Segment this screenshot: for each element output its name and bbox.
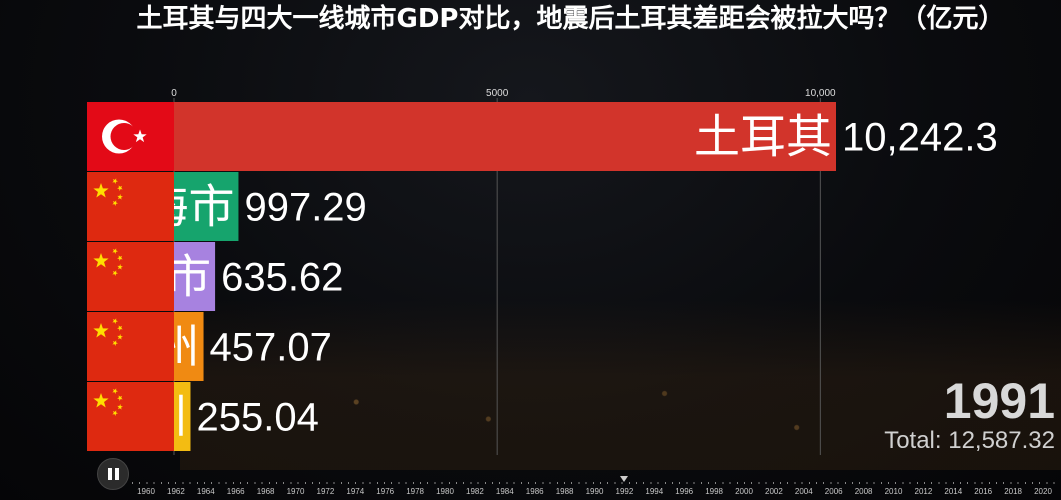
flags: [87, 102, 174, 451]
timeline-year-label[interactable]: 1962: [166, 487, 185, 496]
timeline-track[interactable]: [132, 482, 1057, 484]
bar-category-label: 北京市: [73, 250, 211, 304]
star-icon: [93, 323, 109, 338]
china-flag-icon: [87, 172, 174, 241]
timeline-scrubber[interactable]: 1960 1962 1964 1966 1968 1970 1972 1974 1976 1978…: [132, 476, 1057, 500]
timeline-year-label[interactable]: 1960: [137, 487, 155, 496]
bar: [174, 172, 239, 241]
star-icon: [112, 318, 118, 324]
timeline-year-label[interactable]: 1984: [495, 487, 514, 496]
x-tick-label: 0: [171, 88, 177, 99]
china-flag-icon: [87, 382, 174, 451]
timeline-year-label[interactable]: 2014: [944, 487, 963, 496]
star-icon: [93, 393, 109, 408]
star-icon: [112, 340, 118, 346]
star-icon: [117, 255, 123, 261]
timeline-year-label[interactable]: 2012: [914, 487, 933, 496]
current-year: 1991: [943, 373, 1055, 429]
chart-title: 土耳其与四大一线城市GDP对比，地震后土耳其差距会被拉大吗？（亿元）: [136, 4, 1005, 34]
bar-labels: 10,242.3 997.29 635.62 457.07 255.04: [196, 116, 997, 440]
star-icon: [112, 410, 118, 416]
bar-category-label: 土耳其: [694, 110, 832, 164]
timeline-year-label[interactable]: 1972: [316, 487, 335, 496]
total-value: Total: 12,587.32: [884, 427, 1055, 454]
timeline-year-label[interactable]: 1970: [286, 487, 305, 496]
star-icon: [117, 185, 123, 191]
bar: [174, 242, 216, 311]
timeline-year-label[interactable]: 1994: [645, 487, 664, 496]
timeline-year-label[interactable]: 1996: [675, 487, 694, 496]
china-flag-icon: [87, 312, 174, 381]
china-flag-icon: [87, 242, 174, 311]
timeline-year-label[interactable]: 1966: [226, 487, 245, 496]
star-icon: [93, 183, 109, 198]
star-icon: [117, 395, 123, 401]
timeline-year-label[interactable]: 2020: [1034, 487, 1052, 496]
timeline-year-label[interactable]: 1968: [256, 487, 275, 496]
timeline-year-label[interactable]: 1992: [615, 487, 634, 496]
timeline-year-label[interactable]: 2018: [1004, 487, 1022, 496]
timeline-year-label[interactable]: 2010: [884, 487, 903, 496]
bar-category-label: 深圳: [94, 390, 186, 444]
timeline-year-label[interactable]: 2006: [824, 487, 843, 496]
timeline-year-label[interactable]: 2004: [794, 487, 813, 496]
timeline-year-label[interactable]: 2000: [735, 487, 753, 496]
bar-chart: 0 5000 10,000 土耳其上海市北京市广州深圳 10,242.3 997.29…: [73, 88, 997, 455]
star-icon: [117, 325, 123, 331]
x-tick-label: 5000: [486, 88, 509, 99]
timeline-year-label[interactable]: 1980: [436, 487, 454, 496]
timeline-year-label[interactable]: 1964: [196, 487, 215, 496]
timeline-year-label[interactable]: 1988: [555, 487, 574, 496]
star-icon: [117, 334, 123, 340]
bar: [174, 382, 191, 451]
timeline-year-label[interactable]: 2002: [764, 487, 783, 496]
turkey-flag-icon: [87, 102, 174, 171]
timeline-year-label[interactable]: 2008: [854, 487, 873, 496]
pause-icon: [107, 468, 112, 480]
star-icon: [112, 388, 118, 394]
bar-value-label: 10,242.3: [842, 116, 998, 160]
star-icon: [117, 194, 123, 200]
bar: [174, 102, 836, 171]
timeline-year-label[interactable]: 1978: [406, 487, 424, 496]
star-icon: [93, 253, 109, 268]
star-icon: [112, 178, 118, 184]
bar-category-label: 上海市: [96, 180, 234, 234]
bar: [174, 312, 204, 381]
bars: 土耳其上海市北京市广州深圳: [73, 102, 836, 451]
timeline-year-label[interactable]: 2016: [974, 487, 993, 496]
bar-value-label: 997.29: [244, 186, 366, 230]
bar-value-label: 255.04: [196, 396, 318, 440]
star-icon: [112, 200, 118, 206]
bar-value-label: 635.62: [221, 256, 343, 300]
bar-value-label: 457.07: [210, 326, 332, 370]
pause-button[interactable]: [97, 458, 129, 490]
pause-icon-bar: [114, 468, 119, 480]
star-icon: [112, 270, 118, 276]
timeline-current-marker[interactable]: [620, 476, 629, 482]
timeline-year-label[interactable]: 1986: [525, 487, 544, 496]
timeline-year-label[interactable]: 1998: [705, 487, 723, 496]
timeline-year-label[interactable]: 1976: [376, 487, 395, 496]
star-icon: [133, 129, 147, 143]
x-tick-label: 10,000: [805, 88, 836, 99]
star-icon: [117, 264, 123, 270]
star-icon: [117, 404, 123, 410]
star-icon: [112, 248, 118, 254]
timeline-year-label[interactable]: 1990: [585, 487, 604, 496]
timeline-year-label[interactable]: 1982: [465, 487, 484, 496]
bar-category-label: 广州: [108, 320, 200, 374]
timeline-year-label[interactable]: 1974: [346, 487, 365, 496]
